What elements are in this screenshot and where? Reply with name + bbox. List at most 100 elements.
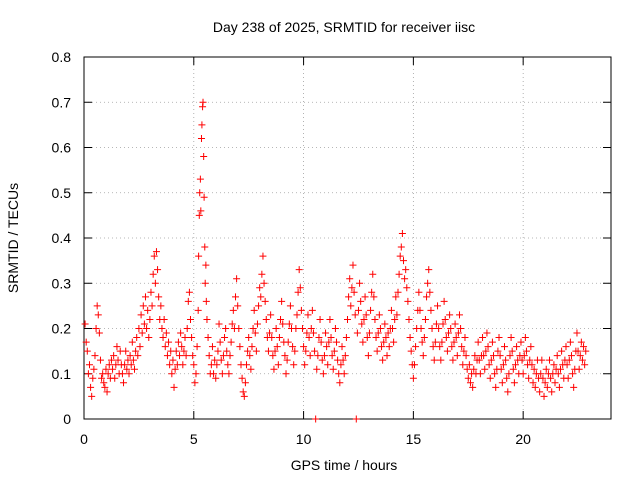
data-point (448, 343, 456, 351)
data-point (410, 361, 418, 369)
data-point (353, 329, 361, 337)
data-point (196, 175, 204, 183)
data-point (341, 352, 349, 360)
data-point (581, 361, 589, 369)
data-point (221, 334, 229, 342)
data-point (257, 293, 265, 301)
data-point (170, 383, 178, 391)
data-point (96, 356, 104, 364)
data-point (322, 329, 330, 337)
data-point (440, 297, 448, 305)
data-point (547, 374, 555, 382)
data-point (401, 275, 409, 283)
data-point (562, 343, 570, 351)
data-point (145, 334, 153, 342)
data-point (546, 356, 554, 364)
data-point (245, 334, 253, 342)
data-point (371, 315, 379, 323)
data-point (136, 343, 144, 351)
data-point (194, 306, 202, 314)
data-point (567, 352, 575, 360)
data-point (449, 356, 457, 364)
data-point (311, 347, 319, 355)
data-point (197, 134, 205, 142)
data-point (249, 325, 257, 332)
data-point (161, 343, 169, 351)
data-point (506, 352, 514, 360)
data-point (384, 329, 392, 337)
x-tick-labels: 0 5 10 15 20 (80, 431, 531, 447)
data-point (474, 338, 482, 346)
data-point (398, 229, 406, 237)
data-point (144, 306, 152, 314)
data-point (293, 311, 301, 319)
data-point (445, 329, 453, 337)
data-point (518, 356, 526, 364)
data-point (501, 343, 509, 351)
data-point (361, 293, 369, 301)
data-point (385, 343, 393, 351)
data-point (435, 325, 443, 332)
data-point (228, 320, 236, 328)
data-point (507, 334, 515, 342)
data-point (195, 252, 203, 260)
data-point (270, 365, 278, 373)
data-point (426, 288, 434, 296)
data-point (405, 315, 413, 323)
data-point (431, 338, 439, 346)
data-point (286, 302, 294, 310)
data-point (292, 325, 300, 332)
x-tick-label: 10 (296, 431, 312, 447)
data-point (273, 343, 281, 351)
data-point (264, 347, 272, 355)
data-point (526, 356, 534, 364)
data-point (248, 343, 256, 351)
data-point (313, 365, 321, 373)
data-point (537, 370, 545, 378)
data-point (118, 370, 126, 378)
data-point (576, 352, 584, 360)
data-point (442, 334, 450, 342)
data-point (368, 288, 376, 296)
data-point (260, 279, 268, 287)
data-point (564, 374, 572, 382)
data-point (189, 352, 197, 360)
data-point (89, 374, 97, 382)
data-point (235, 325, 243, 332)
data-point (369, 270, 377, 278)
data-point (149, 270, 157, 278)
data-point (316, 315, 324, 323)
data-point (404, 297, 412, 305)
data-point (555, 383, 563, 391)
data-point (236, 343, 244, 351)
data-point (224, 361, 232, 369)
data-point (197, 207, 205, 215)
data-point (541, 379, 549, 387)
data-point (327, 334, 335, 342)
data-point (300, 343, 308, 351)
data-point (179, 361, 187, 369)
data-point (272, 325, 280, 332)
data-point (296, 284, 304, 292)
data-point (582, 347, 590, 355)
data-point (297, 306, 305, 314)
data-point (370, 293, 378, 301)
data-point (146, 315, 154, 323)
data-point (443, 347, 451, 355)
data-point (91, 352, 99, 360)
data-point (208, 343, 216, 351)
data-point (94, 311, 102, 319)
data-point (162, 329, 170, 337)
data-point (378, 343, 386, 351)
data-point (285, 320, 293, 328)
data-point (375, 311, 383, 319)
data-point (402, 266, 410, 274)
data-point (109, 365, 117, 373)
data-point (328, 352, 336, 360)
data-point (447, 325, 455, 332)
data-point (317, 338, 325, 346)
data-point (439, 320, 447, 328)
data-point (87, 383, 95, 391)
data-point (372, 334, 380, 342)
data-point (430, 356, 438, 364)
